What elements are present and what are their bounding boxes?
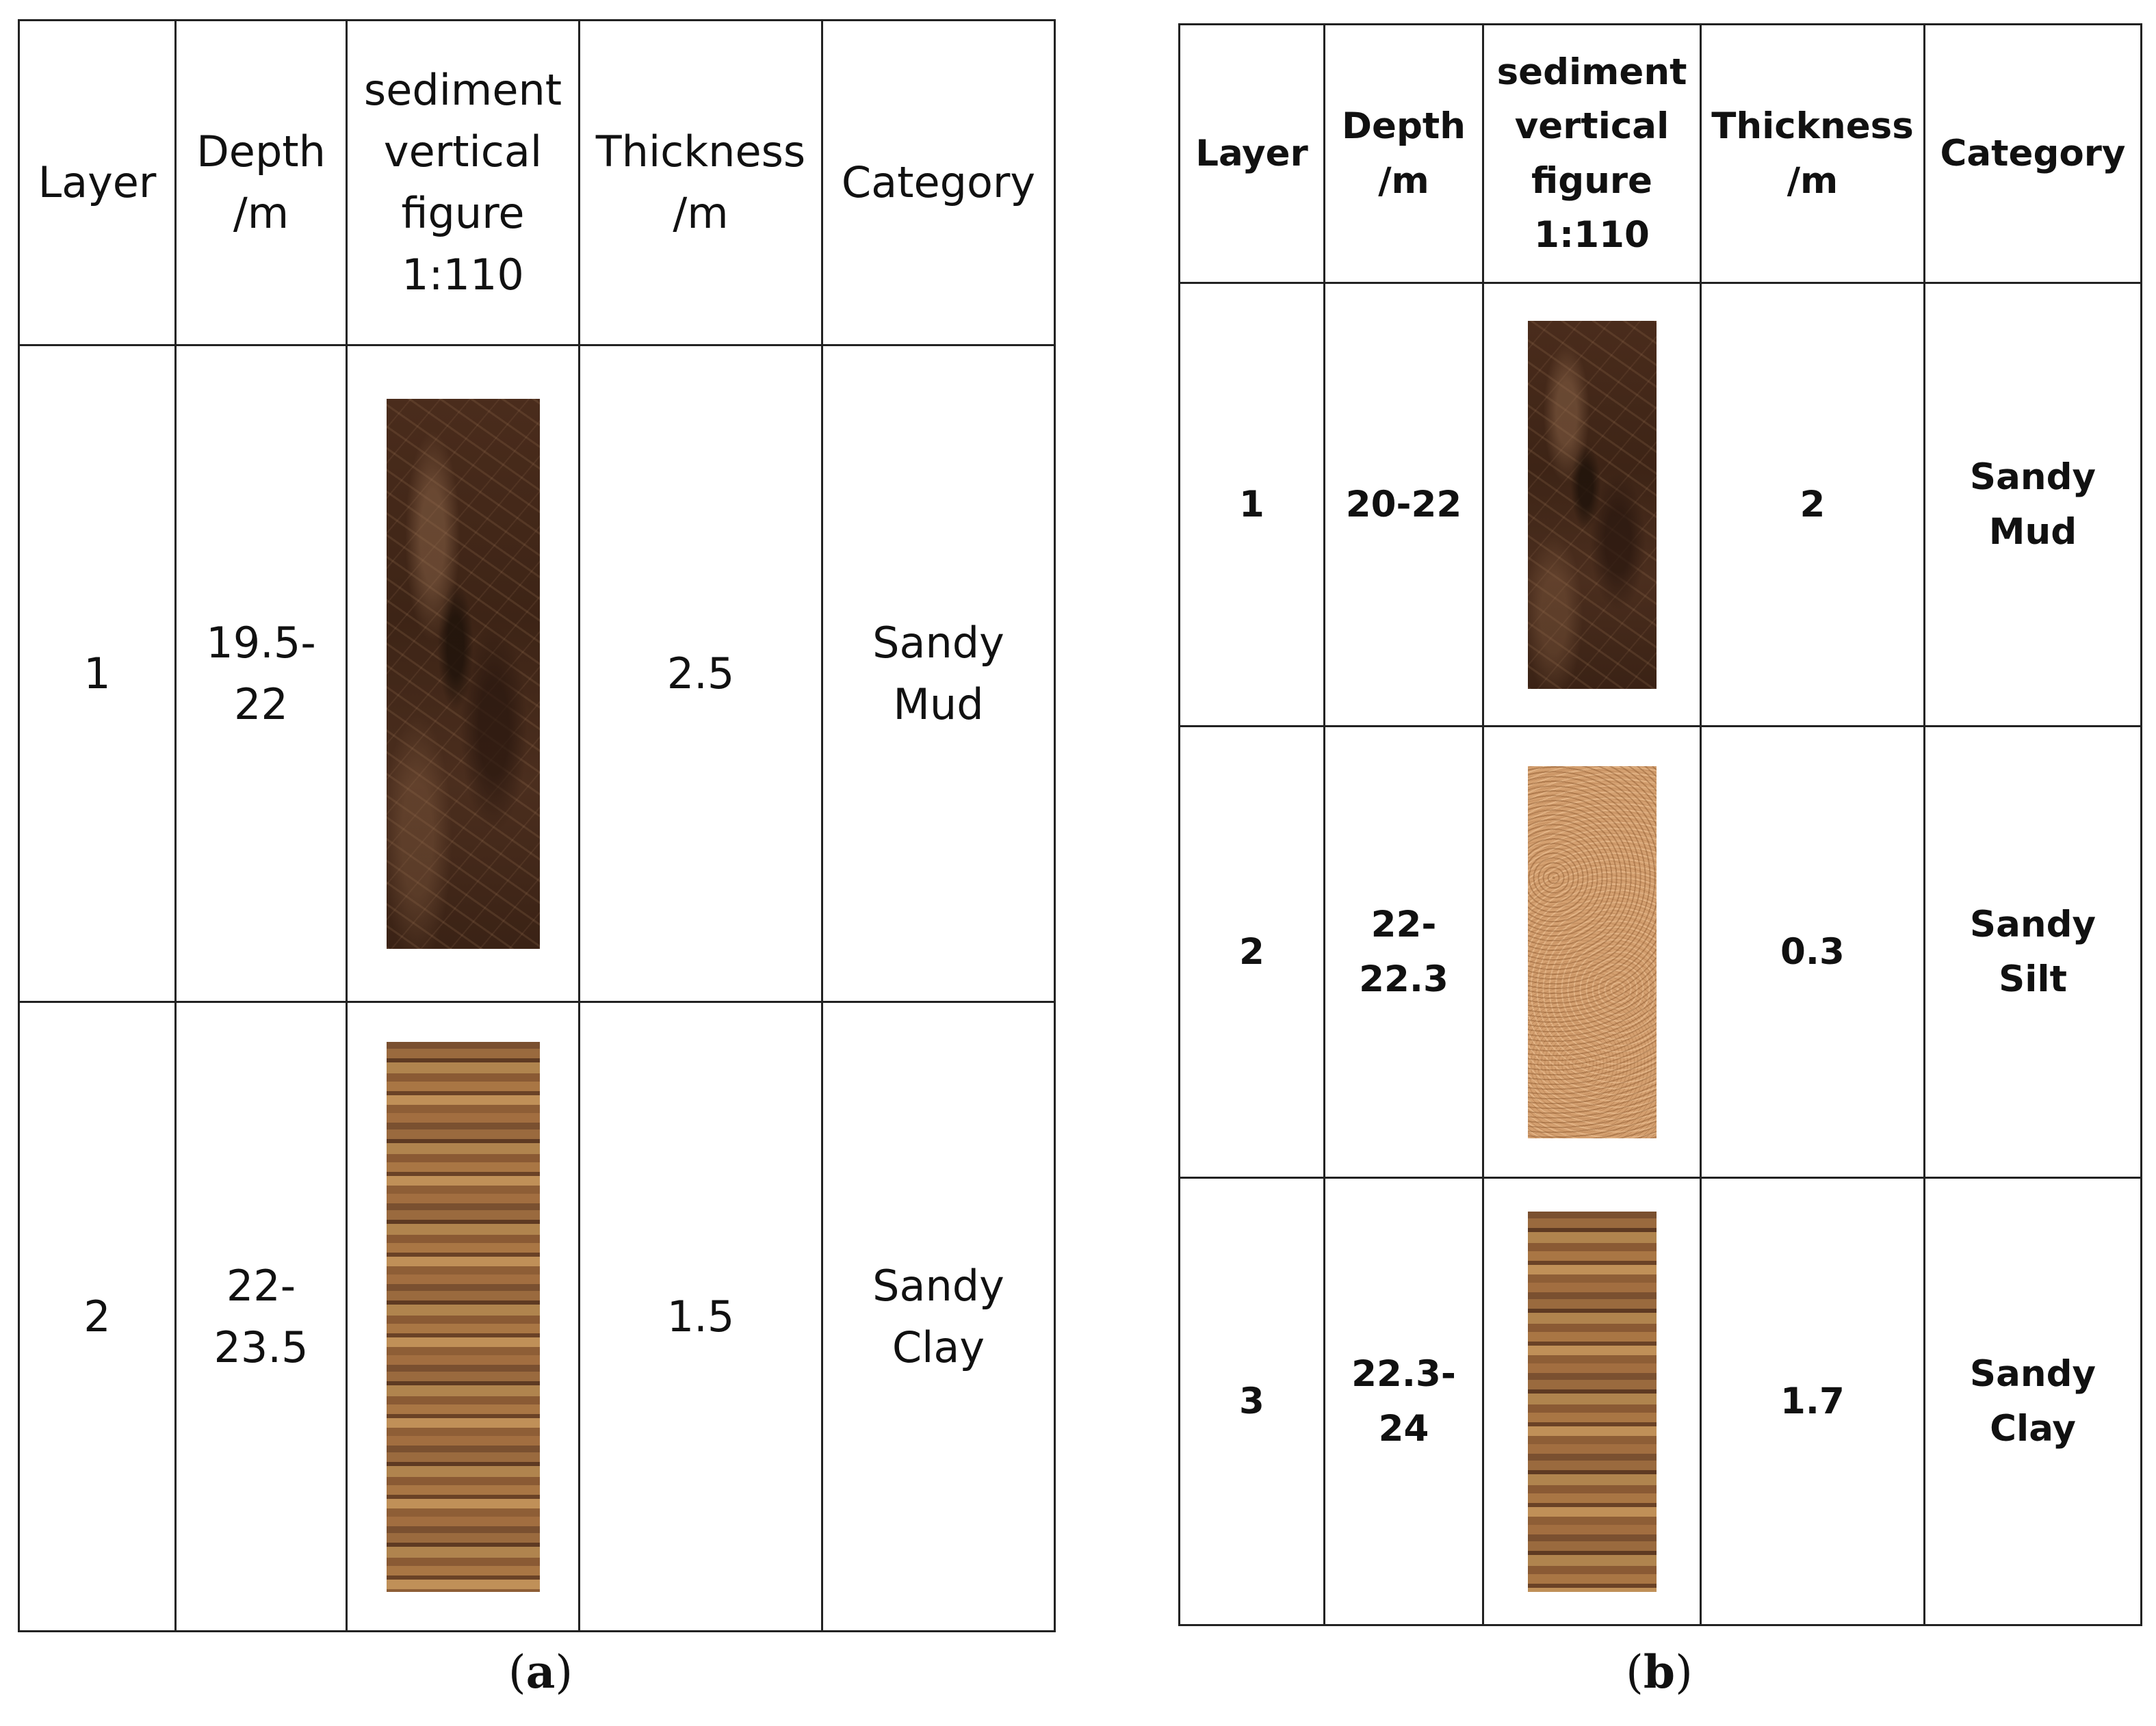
sandy-mud-texture bbox=[1527, 320, 1657, 689]
table-row: 2 22- 22.3 0.3 Sandy Silt bbox=[1178, 725, 2142, 1179]
figure-cell bbox=[1482, 1177, 1702, 1626]
table-row: 2 22- 23.5 1.5 Sandy Clay bbox=[18, 1001, 1056, 1632]
sandy-silt-texture bbox=[1527, 766, 1657, 1138]
thickness-cell: 1.7 bbox=[1700, 1177, 1925, 1626]
thickness-cell: 2.5 bbox=[578, 344, 823, 1003]
depth-cell: 22- 22.3 bbox=[1323, 725, 1484, 1179]
sandy-clay-texture bbox=[386, 1041, 540, 1592]
header-category: Category bbox=[821, 19, 1056, 346]
figure-cell bbox=[346, 344, 580, 1003]
header-depth: Depth /m bbox=[1323, 23, 1484, 284]
depth-cell: 22.3- 24 bbox=[1323, 1177, 1484, 1626]
depth-cell: 19.5- 22 bbox=[174, 344, 348, 1003]
category-cell: Sandy Clay bbox=[1923, 1177, 2142, 1626]
thickness-cell: 2 bbox=[1700, 282, 1925, 727]
caption-a: (a) bbox=[508, 1645, 573, 1699]
header-layer: Layer bbox=[1178, 23, 1325, 284]
header-layer: Layer bbox=[18, 19, 177, 346]
header-thickness: Thickness /m bbox=[578, 19, 823, 346]
layer-cell: 2 bbox=[1178, 725, 1325, 1179]
sediment-table-b: Layer Depth /m sediment vertical figure … bbox=[1178, 23, 2142, 1626]
layer-cell: 1 bbox=[1178, 282, 1325, 727]
table-row: 1 20-22 2 Sandy Mud bbox=[1178, 282, 2142, 727]
figure-cell bbox=[346, 1001, 580, 1632]
category-cell: Sandy Mud bbox=[1923, 282, 2142, 727]
thickness-cell: 0.3 bbox=[1700, 725, 1925, 1179]
figure-cell bbox=[1482, 282, 1702, 727]
figure-cell bbox=[1482, 725, 1702, 1179]
category-cell: Sandy Silt bbox=[1923, 725, 2142, 1179]
layer-cell: 3 bbox=[1178, 1177, 1325, 1626]
thickness-cell: 1.5 bbox=[578, 1001, 823, 1632]
header-figure: sediment vertical figure 1:110 bbox=[346, 19, 580, 346]
depth-cell: 22- 23.5 bbox=[174, 1001, 348, 1632]
header-row: Layer Depth /m sediment vertical figure … bbox=[18, 19, 1056, 346]
header-figure: sediment vertical figure 1:110 bbox=[1482, 23, 1702, 284]
header-category: Category bbox=[1923, 23, 2142, 284]
sediment-table-a: Layer Depth /m sediment vertical figure … bbox=[18, 19, 1056, 1632]
layer-cell: 2 bbox=[18, 1001, 177, 1632]
header-thickness: Thickness /m bbox=[1700, 23, 1925, 284]
table-row: 3 22.3- 24 1.7 Sandy Clay bbox=[1178, 1177, 2142, 1626]
caption-b: (b) bbox=[1626, 1645, 1693, 1699]
sandy-mud-texture bbox=[386, 398, 540, 949]
header-depth: Depth /m bbox=[174, 19, 348, 346]
table-row: 1 19.5- 22 2.5 Sandy Mud bbox=[18, 344, 1056, 1003]
category-cell: Sandy Clay bbox=[821, 1001, 1056, 1632]
sandy-clay-texture bbox=[1527, 1211, 1657, 1592]
layer-cell: 1 bbox=[18, 344, 177, 1003]
header-row: Layer Depth /m sediment vertical figure … bbox=[1178, 23, 2142, 284]
category-cell: Sandy Mud bbox=[821, 344, 1056, 1003]
depth-cell: 20-22 bbox=[1323, 282, 1484, 727]
